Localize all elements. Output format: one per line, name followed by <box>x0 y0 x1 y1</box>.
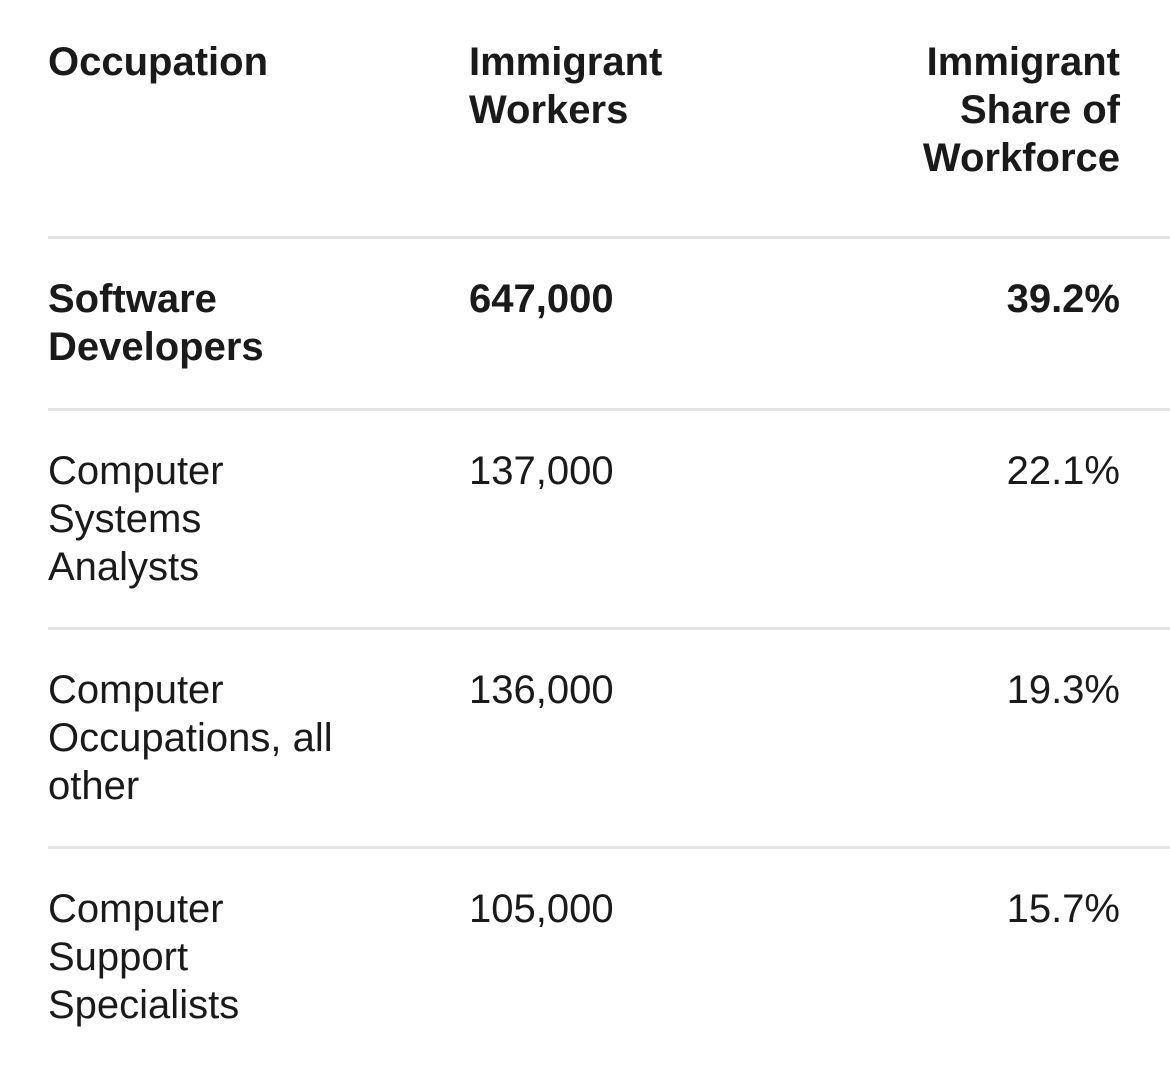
occupation-line: Developers <box>48 325 264 369</box>
table-row: Computer Systems Analysts 137,000 22.1% <box>48 408 1170 627</box>
occupation-line: Computer <box>48 887 224 931</box>
data-table: Occupation Immigrant Workers Immigrant S… <box>48 38 1170 1065</box>
immigrant-workers-cell: 137,000 <box>469 449 614 493</box>
occupation-line: Specialists <box>48 983 240 1027</box>
header-line: Workers <box>469 88 629 132</box>
occupation-cell: Computer Support Specialists <box>48 885 388 1029</box>
occupation-line: Support <box>48 935 189 979</box>
header-line: Share of <box>959 88 1120 132</box>
header-line: Workforce <box>922 136 1120 180</box>
header-line: Occupation <box>48 40 269 84</box>
occupation-line: Systems <box>48 497 202 541</box>
header-immigrant-workers: Immigrant Workers <box>469 38 769 134</box>
header-occupation: Occupation <box>48 38 388 86</box>
immigrant-workers-cell: 647,000 <box>469 277 614 321</box>
immigrant-share-cell: 15.7% <box>1006 887 1120 931</box>
immigrant-share-cell: 19.3% <box>1006 668 1120 712</box>
occupation-line: other <box>48 764 140 808</box>
table-row: Computer Occupations, all other 136,000 … <box>48 627 1170 846</box>
occupation-cell: Software Developers <box>48 275 388 371</box>
table-row: Computer Support Specialists 105,000 15.… <box>48 846 1170 1065</box>
occupation-cell: Computer Systems Analysts <box>48 447 388 591</box>
table-row: Software Developers 647,000 39.2% <box>48 236 1170 408</box>
immigrant-share-cell: 39.2% <box>1006 277 1120 321</box>
occupation-line: Occupations, all <box>48 716 333 760</box>
header-immigrant-share: Immigrant Share of Workforce <box>860 38 1120 182</box>
header-line: Immigrant <box>926 40 1120 84</box>
immigrant-workers-cell: 105,000 <box>469 887 614 931</box>
header-line: Immigrant <box>469 40 663 84</box>
occupation-line: Computer <box>48 668 224 712</box>
immigrant-share-cell: 22.1% <box>1006 449 1120 493</box>
immigrant-workers-cell: 136,000 <box>469 668 614 712</box>
table-header-row: Occupation Immigrant Workers Immigrant S… <box>48 38 1170 236</box>
occupation-line: Analysts <box>48 545 200 589</box>
occupation-line: Software <box>48 277 217 321</box>
occupation-cell: Computer Occupations, all other <box>48 666 388 810</box>
occupation-line: Computer <box>48 449 224 493</box>
